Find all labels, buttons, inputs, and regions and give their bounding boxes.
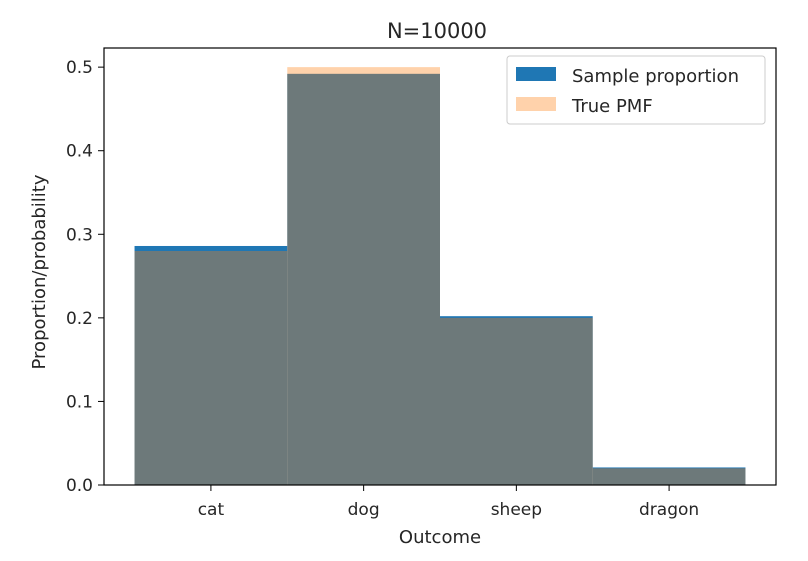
chart-title: N=10000 [387, 19, 487, 43]
bar-pmf-dragon [592, 468, 746, 485]
bar-sample-sheep [440, 316, 593, 485]
bar-pmf-sheep [440, 317, 593, 485]
y-tick-label: 0.2 [66, 309, 93, 329]
plot-frame [103, 47, 777, 486]
x-tick-label-sheep: sheep [491, 500, 542, 520]
bars [134, 67, 746, 486]
legend: Sample proportion True PMF [506, 55, 766, 125]
legend-swatch-sample-proportion [516, 67, 556, 81]
legend-label-sample-proportion: Sample proportion [572, 66, 739, 87]
y-tick-label: 0.3 [66, 225, 93, 245]
legend-label-true-pmf: True PMF [571, 96, 653, 117]
bar-sample-dog [287, 73, 440, 486]
bar-sample-cat [134, 245, 288, 485]
y-tick-label: 0.1 [66, 392, 93, 412]
x-tick-label-dragon: dragon [639, 500, 699, 520]
y-tick-label: 0.5 [66, 58, 93, 78]
x-axis-label: Outcome [399, 527, 481, 548]
y-tick-label: 0.4 [66, 142, 93, 162]
y-axis: 0.0 0.1 0.2 0.3 0.4 0.5 [66, 58, 104, 496]
bar-sample-dragon [592, 467, 746, 485]
legend-box [506, 55, 766, 125]
x-tick-label-dog: dog [348, 500, 380, 520]
x-tick-label-cat: cat [198, 500, 225, 520]
x-axis: cat dog sheep dragon [198, 485, 699, 520]
y-axis-label: Proportion/probability [29, 174, 50, 369]
y-tick-label: 0.0 [66, 476, 93, 496]
bar-pmf-dog [287, 67, 440, 486]
legend-swatch-true-pmf [516, 97, 556, 111]
bar-pmf-cat [134, 250, 288, 485]
